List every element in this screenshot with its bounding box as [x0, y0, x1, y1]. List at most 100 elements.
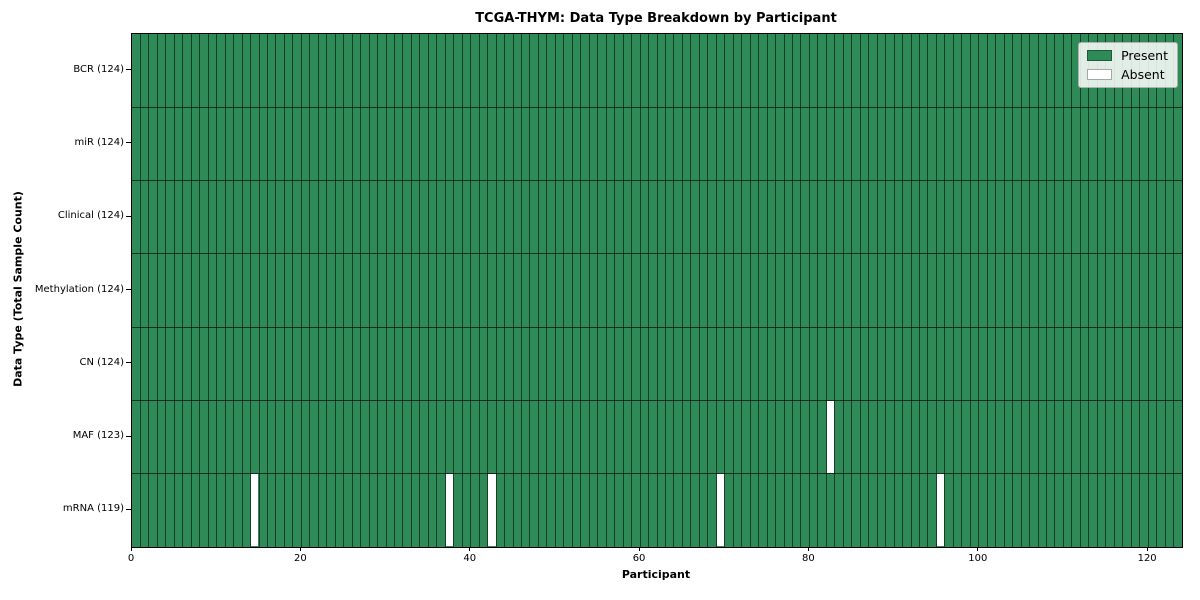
grid-line-vertical [766, 34, 768, 547]
y-tick-mark [126, 142, 131, 144]
grid-line-vertical [681, 34, 683, 547]
y-tick-label-Methylation: Methylation (124) [34, 283, 124, 295]
grid-line-vertical [952, 34, 954, 547]
grid-line-vertical [825, 34, 827, 547]
grid-line-vertical [368, 34, 370, 547]
x-tick-mark [807, 547, 809, 551]
grid-line-vertical [605, 34, 607, 547]
grid-line-vertical [935, 34, 937, 547]
grid-line-vertical [800, 34, 802, 547]
grid-line-vertical [207, 34, 209, 547]
grid-line-vertical [487, 34, 489, 547]
grid-line-vertical [1079, 34, 1081, 547]
grid-line-vertical [571, 34, 573, 547]
x-tick-label-40: 40 [463, 553, 477, 564]
y-tick-mark [126, 362, 131, 364]
grid-line-vertical [724, 34, 726, 547]
grid-line-vertical [537, 34, 539, 547]
grid-line-vertical [1003, 34, 1005, 547]
grid-line-vertical [419, 34, 421, 547]
grid-line-vertical [851, 34, 853, 547]
row-separator [132, 326, 1182, 328]
absent-cell-mRNA-14 [251, 474, 259, 547]
grid-line-vertical [1173, 34, 1175, 547]
y-tick-mark [126, 435, 131, 437]
grid-line-vertical [427, 34, 429, 547]
grid-line-vertical [775, 34, 777, 547]
grid-line-vertical [648, 34, 650, 547]
grid-line-vertical [631, 34, 633, 547]
grid-line-vertical [961, 34, 963, 547]
grid-line-vertical [656, 34, 658, 547]
y-tick-mark [126, 289, 131, 290]
grid-line-vertical [241, 34, 243, 547]
y-tick-label-CN: CN (124) [79, 356, 124, 368]
grid-line-vertical [707, 34, 709, 547]
grid-line-vertical [1164, 34, 1166, 547]
absent-cell-mRNA-37 [445, 474, 454, 547]
grid-line-vertical [504, 34, 506, 547]
y-tick-label-miR: miR (124) [74, 136, 124, 148]
legend-item-present: Present [1087, 49, 1168, 62]
grid-line-vertical [521, 34, 523, 547]
grid-line-vertical [1088, 34, 1090, 547]
absent-cell-mRNA-42 [488, 474, 496, 547]
grid-line-vertical [190, 34, 192, 547]
grid-line-vertical [394, 34, 395, 547]
grid-line-vertical [919, 34, 920, 547]
grid-line-vertical [563, 34, 565, 547]
grid-line-vertical [233, 34, 235, 547]
grid-line-vertical [808, 34, 810, 547]
x-tick-label-80: 80 [802, 553, 815, 564]
legend-label-present: Present [1121, 48, 1168, 63]
row-separator [132, 399, 1182, 401]
grid-line-vertical [216, 34, 218, 547]
y-tick-mark [126, 508, 131, 510]
absent-cell-MAF-82 [826, 401, 835, 474]
y-tick-label-BCR: BCR (124) [73, 63, 124, 75]
grid-line-vertical [283, 34, 285, 547]
row-separator [132, 473, 1182, 475]
grid-line-vertical [842, 34, 844, 547]
grid-line-vertical [385, 34, 387, 547]
grid-line-vertical [173, 34, 175, 547]
x-tick-mark [130, 547, 132, 551]
grid-line-vertical [639, 34, 641, 547]
x-tick-mark [1146, 547, 1148, 551]
grid-line-vertical [410, 34, 412, 547]
x-tick-label-100: 100 [968, 553, 988, 564]
grid-line-vertical [859, 34, 861, 547]
grid-line-vertical [478, 34, 480, 547]
grid-line-vertical [334, 34, 336, 547]
x-tick-label-60: 60 [632, 553, 646, 564]
grid-line-vertical [1113, 34, 1115, 547]
grid-line-vertical [156, 34, 158, 547]
grid-line-vertical [148, 34, 150, 547]
grid-line-vertical [495, 34, 497, 547]
grid-line-vertical [554, 34, 556, 547]
grid-line-vertical [1122, 34, 1124, 547]
grid-line-vertical [673, 34, 675, 547]
grid-line-vertical [1062, 34, 1064, 547]
grid-line-vertical [732, 34, 734, 547]
grid-line-vertical [885, 34, 887, 547]
grid-line-vertical [715, 34, 717, 547]
grid-line-vertical [749, 34, 751, 547]
grid-line-vertical [944, 34, 946, 547]
grid-line-vertical [275, 34, 277, 547]
grid-line-vertical [1156, 34, 1158, 547]
plot-area: Present Absent [131, 33, 1183, 548]
grid-line-vertical [588, 34, 590, 547]
grid-line-vertical [317, 34, 319, 547]
x-tick-label-120: 120 [1137, 553, 1157, 564]
grid-line-vertical [1139, 34, 1141, 547]
x-tick-mark [469, 547, 471, 551]
grid-line-vertical [444, 34, 446, 547]
grid-line-vertical [1029, 34, 1031, 547]
x-tick-mark [977, 547, 979, 551]
grid-line-vertical [834, 34, 836, 547]
grid-line-vertical [182, 34, 184, 547]
grid-line-vertical [343, 34, 345, 547]
legend-swatch-absent [1087, 69, 1113, 80]
grid-line-vertical [758, 34, 760, 547]
